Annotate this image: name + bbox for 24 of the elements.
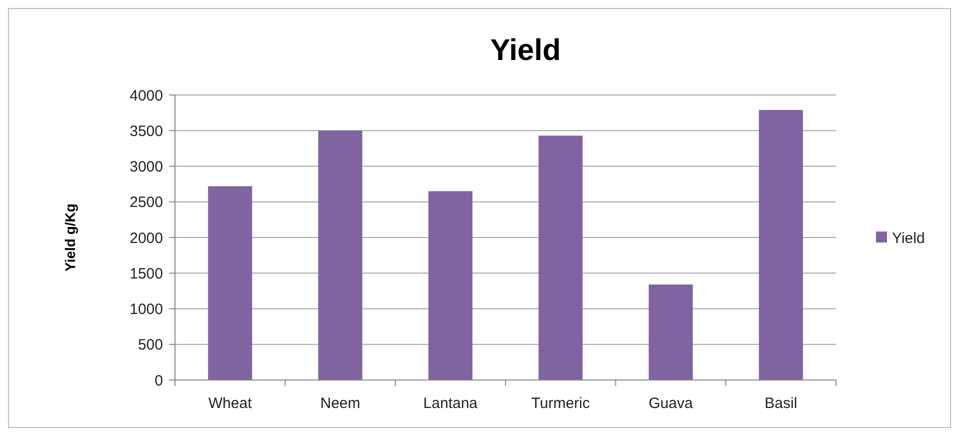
bar: [648, 284, 693, 380]
y-tick-label: 4000: [130, 87, 163, 104]
y-tick-label: 3500: [130, 122, 163, 140]
legend-label: Yield: [892, 230, 925, 247]
x-tick-label: Guava: [648, 395, 694, 412]
x-tick-label: Lantana: [423, 395, 478, 412]
bar: [538, 136, 583, 380]
x-tick-label: Neem: [320, 395, 360, 412]
y-tick-label: 0: [154, 372, 163, 390]
x-tick-label: Wheat: [208, 395, 253, 412]
y-tick-label: 2500: [130, 194, 163, 212]
bar: [758, 110, 803, 380]
y-tick-label: 1000: [130, 301, 163, 318]
x-tick-label: Basil: [764, 395, 798, 412]
y-axis-title: Yield g/Kg: [62, 204, 78, 272]
bar: [428, 191, 472, 380]
y-tick-label: 1500: [130, 265, 163, 282]
y-tick-label: 2000: [130, 230, 163, 247]
x-tick-label: Turmeric: [531, 395, 590, 412]
y-tick-label: 500: [138, 336, 163, 354]
bar: [208, 186, 252, 380]
bar: [318, 130, 362, 380]
chart-title: Yield: [490, 34, 561, 67]
y-tick-label: 3000: [130, 158, 163, 176]
